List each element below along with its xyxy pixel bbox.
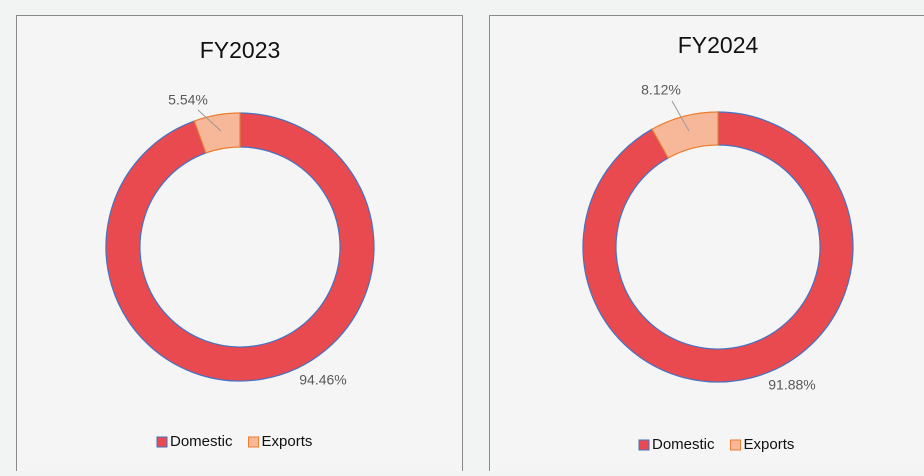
- chart-title: FY2023: [200, 37, 281, 63]
- legend-swatch: [157, 437, 167, 447]
- data-label: 91.88%: [768, 377, 815, 393]
- legend-label: Domestic: [170, 433, 233, 450]
- legend-swatch: [731, 440, 741, 450]
- legend-label: Exports: [744, 436, 795, 453]
- panel: [490, 16, 924, 472]
- data-label: 94.46%: [299, 372, 346, 388]
- data-label: 5.54%: [168, 92, 208, 108]
- legend-label: Exports: [262, 433, 313, 450]
- chart-title: FY2024: [678, 32, 759, 58]
- legend-label: Domestic: [652, 436, 715, 453]
- legend-swatch: [639, 440, 649, 450]
- legend-swatch: [249, 437, 259, 447]
- data-label: 8.12%: [641, 82, 681, 98]
- panel: [17, 16, 463, 472]
